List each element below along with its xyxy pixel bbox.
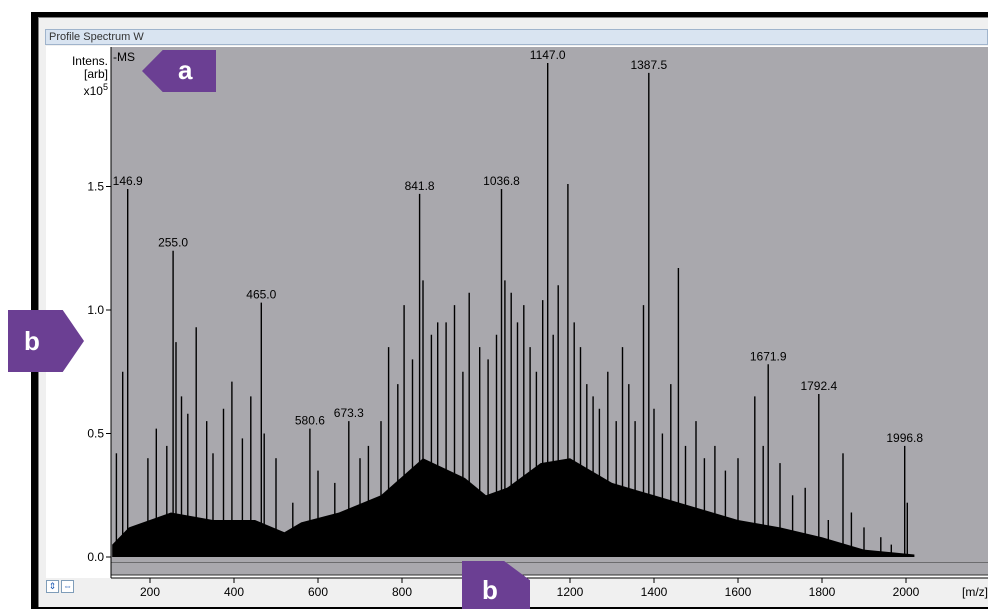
x-axis-label: [m/z]	[962, 585, 988, 599]
callout-b-left-label: b	[24, 326, 40, 356]
peak-labels-group: 146.9 255.0 465.0 580.6 673.3 841.8 1036.8 1147…	[113, 48, 924, 445]
callout-a-label: a	[178, 55, 193, 85]
y-axis-title-line-3: x105	[60, 81, 108, 98]
horizontal-scroll-button[interactable]: ⇔	[61, 580, 74, 593]
callout-b-bottom-label: b	[482, 575, 498, 605]
x-tick-label: 200	[140, 585, 160, 599]
background-envelope	[112, 458, 915, 557]
peak-label: 1147.0	[530, 48, 566, 62]
left-right-arrows-icon: ⇔	[63, 581, 72, 591]
y-axis-title-line-2: [arb]	[83, 67, 108, 81]
x-tick-label: 800	[392, 585, 412, 599]
y-tick-label: 0.0	[87, 550, 104, 564]
y-tick-label: 0.5	[87, 427, 104, 441]
x-tick-label: 2000	[893, 585, 920, 599]
x-tick-label: 1600	[725, 585, 752, 599]
peak-label: 146.9	[113, 174, 143, 188]
x-tick-label: 1200	[557, 585, 584, 599]
peak-label: 465.0	[246, 288, 276, 302]
peak-label: 1036.8	[483, 174, 520, 188]
vertical-scroll-button[interactable]: ⇕	[46, 580, 59, 593]
up-down-arrows-icon: ⇕	[48, 581, 57, 591]
peak-label: 1671.9	[750, 349, 787, 363]
x-tick-label: 600	[308, 585, 328, 599]
peak-label: 580.6	[295, 414, 325, 428]
window-titlebar[interactable]: Profile Spectrum W	[45, 29, 988, 45]
x-tick-label: 400	[224, 585, 244, 599]
y-tick-label: 1.0	[87, 303, 104, 317]
x-tick-label: 1400	[641, 585, 668, 599]
peak-label: 255.0	[158, 236, 188, 250]
x-tick-label: 1800	[809, 585, 836, 599]
x-ticks-group: 200400600800100012001400160018002000	[140, 578, 920, 599]
x-axis-band	[111, 563, 988, 575]
peaks-group	[115, 63, 908, 557]
peak-label: 1996.8	[886, 431, 923, 445]
y-axis-title: Intens. [arb] x105	[60, 55, 108, 98]
y-tick-label: 1.5	[87, 180, 104, 194]
y-ticks-group: 0.0 0.5 1.0 1.5	[87, 180, 111, 564]
peak-label: 841.8	[405, 179, 435, 193]
window-title: Profile Spectrum W	[49, 31, 144, 43]
y-axis-title-exponent: 5	[102, 82, 108, 92]
y-axis-title-scale: x10	[83, 84, 103, 98]
peak-label: 1792.4	[800, 379, 837, 393]
axis-navigation: ⇕ ⇔	[46, 580, 76, 594]
peak-label: 1387.5	[630, 58, 667, 72]
series-label: -MS	[113, 50, 135, 64]
peak-label: 673.3	[334, 406, 364, 420]
y-axis-title-line-1: Intens.	[71, 54, 108, 68]
